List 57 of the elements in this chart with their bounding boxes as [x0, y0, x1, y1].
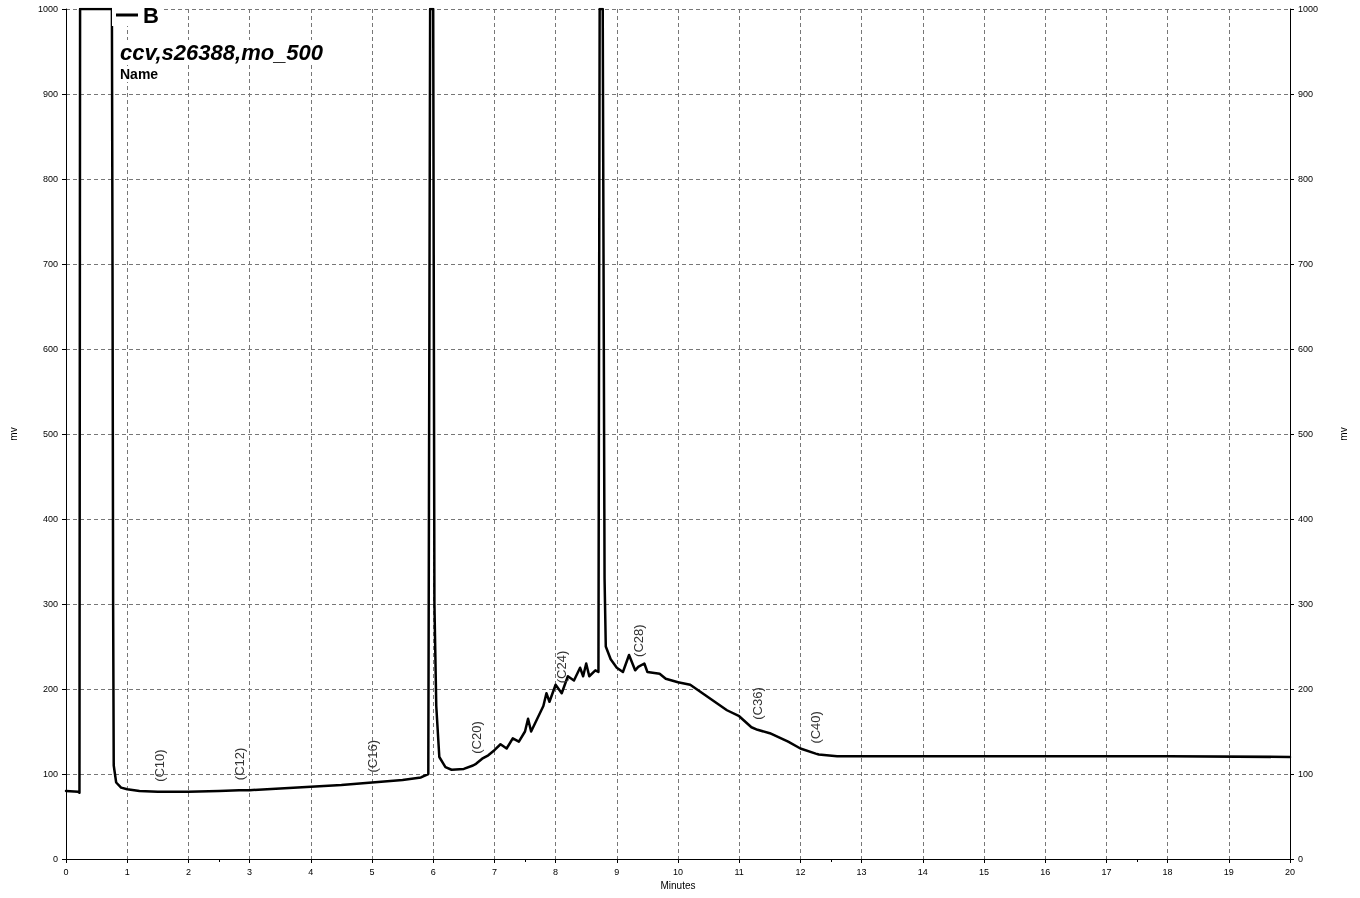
y2-tick-label: 500 [1298, 429, 1314, 439]
x-tick-label: 11 [734, 866, 744, 877]
y-axis-title: mv [7, 427, 19, 441]
data-label: (C40) [808, 711, 824, 744]
x-tick-label: 3 [247, 866, 253, 877]
data-label: (C24) [554, 650, 570, 684]
data-label: (C28) [630, 624, 646, 657]
data-label: (C16) [364, 739, 380, 773]
y-tick-label: 600 [42, 344, 58, 354]
y2-tick-label: 800 [1298, 174, 1314, 184]
x-tick-label: 7 [491, 866, 497, 877]
legend-label: B [143, 2, 159, 28]
x-tick-label: 12 [795, 866, 806, 877]
x-tick-label: 15 [978, 866, 990, 877]
y2-tick-label: 200 [1298, 684, 1314, 694]
y2-tick-label: 300 [1298, 599, 1314, 609]
y-tick-label: 100 [42, 769, 58, 779]
x-tick-label: 18 [1162, 866, 1173, 877]
y-tick-label: 900 [42, 89, 58, 99]
y-tick-label: 0 [52, 854, 58, 864]
data-label: (C36) [750, 687, 766, 720]
x-tick-label: 17 [1101, 866, 1112, 877]
x-tick-label: 13 [856, 866, 867, 877]
y-tick-label: 300 [42, 599, 58, 609]
y2-tick-label: 100 [1298, 769, 1314, 779]
y-tick-label: 800 [42, 174, 58, 184]
x-tick-label: 8 [553, 866, 559, 877]
y2-axis-title: mv [1337, 427, 1349, 441]
x-tick-label: 14 [917, 866, 928, 877]
data-label: (C12) [231, 747, 247, 781]
x-tick-label: 1 [124, 866, 130, 877]
data-label: (C10) [152, 749, 168, 782]
y2-tick-label: 1000 [1298, 4, 1319, 14]
x-tick-label: 2 [185, 866, 191, 877]
y-tick-label: 200 [42, 684, 58, 694]
x-tick-label: 9 [614, 866, 620, 877]
annotation: Name [120, 66, 159, 82]
annotation: ccv,s26388,mo_500 [120, 39, 324, 65]
x-tick-label: 6 [430, 866, 436, 877]
y2-tick-label: 400 [1298, 514, 1314, 524]
x-tick-label: 4 [308, 866, 314, 877]
x-tick-label: 19 [1223, 866, 1234, 877]
y2-tick-label: 0 [1298, 854, 1304, 864]
x-tick-label: 5 [369, 866, 375, 877]
x-tick-label: 16 [1040, 866, 1051, 877]
y2-tick-label: 700 [1298, 259, 1314, 269]
y2-tick-label: 900 [1298, 89, 1314, 99]
x-tick-label: 0 [63, 866, 69, 877]
y-tick-label: 700 [42, 259, 58, 269]
y-tick-label: 1000 [37, 4, 58, 14]
x-tick-label: 10 [672, 866, 684, 877]
y2-tick-label: 600 [1298, 344, 1314, 354]
y-tick-label: 400 [42, 514, 58, 524]
x-tick-label: 20 [1284, 866, 1296, 877]
y-tick-label: 500 [42, 429, 58, 439]
data-label: (C20) [468, 721, 484, 754]
x-axis-title: Minutes [660, 880, 696, 892]
